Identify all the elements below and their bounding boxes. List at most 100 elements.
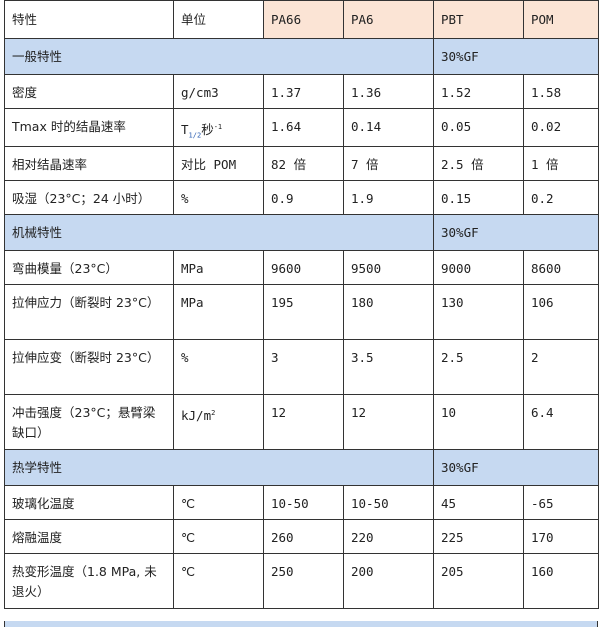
value-cell: 0.9 xyxy=(263,179,344,215)
value-cell: 200 xyxy=(343,552,434,609)
unit-cell: % xyxy=(173,179,264,215)
unit-text: 对比 POM xyxy=(181,156,237,172)
header-pbt: PBT xyxy=(433,0,524,39)
value-cell: 9000 xyxy=(433,249,524,285)
value-cell: 10 xyxy=(433,393,524,450)
value-cell: 0.2 xyxy=(523,179,599,215)
unit-text: kJ/m xyxy=(181,407,212,423)
table-row: 拉伸应变（断裂时 23°C）% 3 3.5 2.5 2 xyxy=(4,338,599,395)
unit-cell: MPa xyxy=(173,283,264,340)
value-cell: 130 xyxy=(433,283,524,340)
value-cell: 170 xyxy=(523,518,599,554)
value-cell: 12 xyxy=(263,393,344,450)
unit-text: % xyxy=(181,190,189,206)
value-cell: 160 xyxy=(523,552,599,609)
value-cell: 180 xyxy=(343,283,434,340)
value-cell: 1.36 xyxy=(343,74,434,109)
value-cell: 0.14 xyxy=(343,108,434,147)
unit-text: MPa xyxy=(181,260,204,276)
value-cell: 8600 xyxy=(523,249,599,285)
section-band: 一般特性 30%GF xyxy=(4,38,599,75)
value-cell: 9600 xyxy=(263,249,344,285)
section-band-partial xyxy=(4,621,598,627)
unit-cell: ℃ xyxy=(173,484,264,520)
property-cell: 熔融温度 xyxy=(4,518,174,554)
table-row: 吸湿（23°C；24 小时）% 0.9 1.9 0.15 0.2 xyxy=(4,179,599,215)
value-cell: 10-50 xyxy=(263,484,344,520)
unit-text: ℃ xyxy=(181,563,196,579)
section-title: 机械特性 xyxy=(4,213,434,251)
table-row: 热变形温度（1.8 MPa, 未退火） ℃ 250 200 205 160 xyxy=(4,552,599,609)
header-pa66: PA66 xyxy=(263,0,344,39)
value-cell: 2.5 xyxy=(433,338,524,395)
unit-cell: ℃ xyxy=(173,518,264,554)
section-band: 热学特性 30%GF xyxy=(4,448,599,486)
value-cell: 0.02 xyxy=(523,108,599,147)
property-cell: 热变形温度（1.8 MPa, 未退火） xyxy=(4,552,174,609)
value-cell: 7 倍 xyxy=(343,145,434,181)
table-row: 熔融温度 ℃ 260 220 225 170 xyxy=(4,518,599,554)
section-note: 30%GF xyxy=(433,213,599,251)
property-cell: 拉伸应力（断裂时 23°C） xyxy=(4,283,174,340)
value-cell: 10-50 xyxy=(343,484,434,520)
value-cell: 195 xyxy=(263,283,344,340)
section-note: 30%GF xyxy=(433,448,599,486)
unit-cell: % xyxy=(173,338,264,395)
value-cell: 2.5 倍 xyxy=(433,145,524,181)
section-note: 30%GF xyxy=(433,38,599,75)
section-title: 热学特性 xyxy=(4,448,434,486)
header-pa6: PA6 xyxy=(343,0,434,39)
unit-cell: T1/2秒-1 xyxy=(173,108,264,147)
table-row: 密度 g/cm3 1.37 1.36 1.52 1.58 xyxy=(4,74,599,109)
unit-text: ℃ xyxy=(181,529,196,545)
value-cell: 0.15 xyxy=(433,179,524,215)
value-cell: 3.5 xyxy=(343,338,434,395)
unit-text: g/cm3 xyxy=(181,85,219,100)
unit-text: T xyxy=(181,122,189,138)
header-row: 特性 单位 PA66 PA6 PBT POM xyxy=(4,0,599,39)
value-cell: 45 xyxy=(433,484,524,520)
value-cell: 1.64 xyxy=(263,108,344,147)
unit-text: 秒 xyxy=(201,122,214,138)
value-cell: 106 xyxy=(523,283,599,340)
property-cell: 弯曲模量（23°C） xyxy=(4,249,174,285)
unit-text: % xyxy=(181,349,189,365)
table-row: 弯曲模量（23°C） MPa 9600 9500 9000 8600 xyxy=(4,249,599,285)
value-cell: 1 倍 xyxy=(523,145,599,181)
value-cell: -65 xyxy=(523,484,599,520)
value-cell: 1.58 xyxy=(523,74,599,109)
table-row: 拉伸应力（断裂时 23°C） MPa 195 180 130 106 xyxy=(4,283,599,340)
value-cell: 1.52 xyxy=(433,74,524,109)
value-cell: 3 xyxy=(263,338,344,395)
unit-text: MPa xyxy=(181,294,204,310)
value-cell: 1.37 xyxy=(263,74,344,109)
table-row: Tmax 时的结晶速率 T1/2秒-1 1.64 0.14 0.05 0.02 xyxy=(4,108,599,147)
value-cell: 205 xyxy=(433,552,524,609)
value-cell: 225 xyxy=(433,518,524,554)
property-cell: 吸湿（23°C；24 小时） xyxy=(4,179,174,215)
property-cell: Tmax 时的结晶速率 xyxy=(4,108,174,147)
header-unit: 单位 xyxy=(173,0,264,39)
header-pom: POM xyxy=(523,0,599,39)
property-cell: 相对结晶速率 xyxy=(4,145,174,181)
property-cell: 拉伸应变（断裂时 23°C） xyxy=(4,338,174,395)
value-cell: 6.4 xyxy=(523,393,599,450)
property-cell: 密度 xyxy=(4,74,174,109)
value-cell: 1.9 xyxy=(343,179,434,215)
unit-cell: 对比 POM xyxy=(173,145,264,181)
section-title: 一般特性 xyxy=(4,38,434,75)
section-band: 机械特性 30%GF xyxy=(4,213,599,251)
value-cell: 2 xyxy=(523,338,599,395)
value-cell: 220 xyxy=(343,518,434,554)
value-cell: 82 倍 xyxy=(263,145,344,181)
unit-cell: g/cm3 xyxy=(173,74,264,109)
value-cell: 260 xyxy=(263,518,344,554)
unit-cell: kJ/m2 xyxy=(173,393,264,450)
table-row: 玻璃化温度 ℃ 10-50 10-50 45 -65 xyxy=(4,484,599,520)
header-property: 特性 xyxy=(4,0,174,39)
table-row: 冲击强度（23°C；悬臂梁缺口） kJ/m2 12 12 10 6.4 xyxy=(4,393,599,450)
unit-cell: MPa xyxy=(173,249,264,285)
value-cell: 0.05 xyxy=(433,108,524,147)
unit-superscript: 2 xyxy=(211,408,216,417)
